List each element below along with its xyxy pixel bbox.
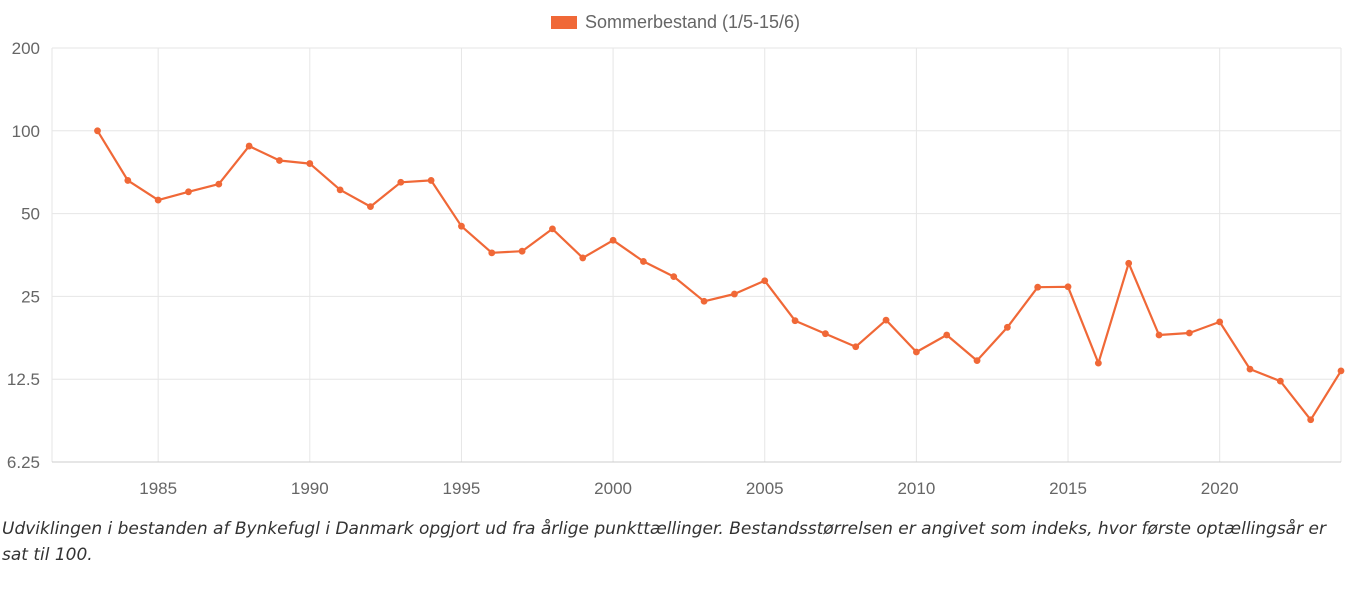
data-point	[276, 157, 283, 164]
legend[interactable]: Sommerbestand (1/5-15/6)	[0, 12, 1351, 33]
data-point	[1337, 367, 1345, 375]
data-point	[367, 203, 374, 211]
data-point	[822, 330, 829, 338]
data-point	[336, 186, 344, 194]
data-point	[1307, 416, 1315, 424]
y-tick-label: 50	[21, 205, 40, 224]
data-point	[670, 273, 678, 281]
data-point	[640, 258, 647, 265]
data-point	[427, 177, 435, 184]
data-point	[94, 127, 101, 135]
data-point	[1094, 359, 1102, 367]
x-tick-label: 2005	[746, 479, 784, 498]
data-point	[215, 180, 223, 188]
line-chart: Sommerbestand (1/5-15/6) 200 100 50 25 12.5 6…	[0, 12, 1351, 498]
y-tick-label: 100	[12, 122, 40, 141]
data-point	[1034, 283, 1042, 291]
data-point	[1155, 331, 1163, 339]
y-tick-label: 12.5	[7, 370, 40, 389]
data-point	[1003, 323, 1011, 331]
x-tick-label: 2000	[594, 479, 632, 498]
data-point	[488, 249, 496, 257]
data-point	[1064, 283, 1072, 291]
data-point	[731, 290, 738, 298]
plot-area: 200 100 50 25 12.5 6.25 1985 1990 1995 2000 2005 20…	[7, 39, 1345, 498]
data-point	[185, 188, 192, 196]
data-point	[1216, 318, 1224, 326]
data-point	[1276, 377, 1284, 385]
y-tick-label: 6.25	[7, 453, 40, 472]
data-point	[549, 225, 556, 233]
data-point	[1185, 329, 1193, 337]
data-point	[579, 254, 587, 262]
data-point	[518, 247, 526, 255]
x-tick-label: 2010	[897, 479, 935, 498]
chart-caption: Udviklingen i bestanden af Bynkefugl i D…	[2, 519, 1326, 565]
data-point	[1246, 365, 1254, 373]
x-tick-label: 1985	[139, 479, 177, 498]
data-point	[943, 331, 951, 339]
data-point	[154, 196, 162, 204]
data-point	[973, 357, 981, 365]
data-point	[609, 236, 617, 244]
y-tick-label: 25	[21, 287, 40, 306]
x-tick-label: 1995	[443, 479, 481, 498]
data-point	[306, 160, 314, 167]
data-point	[397, 178, 405, 186]
data-point	[912, 348, 920, 356]
legend-label: Sommerbestand (1/5-15/6)	[584, 12, 801, 32]
y-tick-label: 200	[12, 39, 40, 58]
data-point	[791, 317, 799, 325]
data-point	[1125, 259, 1133, 267]
data-point	[124, 177, 132, 184]
x-tick-label: 2020	[1201, 479, 1239, 498]
data-point	[458, 222, 465, 230]
data-point	[882, 316, 890, 324]
x-tick-label: 1990	[291, 479, 329, 498]
data-point	[245, 142, 253, 150]
data-point	[852, 343, 860, 351]
series-line	[96, 130, 1342, 421]
legend-swatch	[550, 16, 577, 29]
x-tick-label: 2015	[1049, 479, 1087, 498]
data-point	[761, 277, 769, 285]
data-point	[700, 297, 708, 305]
